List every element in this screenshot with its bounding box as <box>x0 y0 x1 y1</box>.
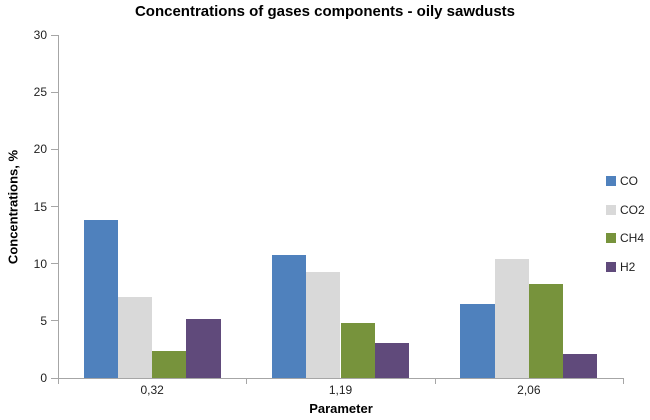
legend-item-CO2: CO2 <box>606 201 645 217</box>
bar-CH4-0,32 <box>152 350 187 378</box>
legend-label-CO: CO <box>620 174 638 188</box>
y-tick-mark <box>51 206 58 207</box>
category-label: 0,32 <box>140 383 164 397</box>
x-tick-mark <box>58 378 59 384</box>
bar-CO-2,06 <box>460 303 495 378</box>
category-label: 2,06 <box>517 383 541 397</box>
y-tick-mark <box>51 34 58 36</box>
x-tick-mark <box>434 378 436 384</box>
bar-H2-0,32 <box>186 318 221 378</box>
legend-swatch-CH4 <box>606 233 616 244</box>
bar-CO2-0,32 <box>117 296 153 378</box>
legend-item-CH4: CH4 <box>606 229 645 246</box>
x-tick-mark <box>246 378 248 384</box>
bar-CO-1,19 <box>272 254 307 378</box>
x-axis-title: Parameter <box>309 401 373 416</box>
legend-label-H2: H2 <box>620 260 636 275</box>
y-tick-label: 10 <box>33 256 47 271</box>
y-tick-mark <box>51 148 58 150</box>
legend-label-CH4: CH4 <box>620 231 645 246</box>
y-tick-label: 5 <box>40 313 47 328</box>
y-tick-mark <box>51 263 58 265</box>
bar-CO2-1,19 <box>306 271 341 378</box>
y-tick-label: 25 <box>33 85 47 100</box>
y-tick-label: 30 <box>33 28 47 42</box>
y-tick-label: 20 <box>33 142 47 157</box>
bar-H2-1,19 <box>374 342 409 378</box>
category-label: 1,19 <box>328 383 353 397</box>
plot-area <box>58 35 624 379</box>
y-tick-mark <box>51 320 58 322</box>
chart-title: Concentrations of gases components - oil… <box>134 3 516 20</box>
legend-swatch-CO <box>606 176 616 186</box>
y-tick-mark <box>51 377 58 379</box>
y-tick-mark <box>51 91 58 93</box>
y-tick-label: 15 <box>33 199 47 214</box>
y-tick-label: 0 <box>40 371 47 385</box>
legend-label-CO2: CO2 <box>620 202 645 217</box>
x-tick-mark <box>623 378 624 384</box>
bar-CH4-1,19 <box>340 323 375 378</box>
legend-item-H2: H2 <box>606 258 636 275</box>
legend-swatch-CO2 <box>606 204 616 215</box>
bar-H2-2,06 <box>563 353 598 378</box>
bar-CO2-2,06 <box>494 259 529 378</box>
bar-CO-0,32 <box>83 220 118 378</box>
bar-CH4-2,06 <box>528 284 564 378</box>
legend-swatch-H2 <box>606 262 616 273</box>
legend-item-CO: CO <box>606 172 638 188</box>
